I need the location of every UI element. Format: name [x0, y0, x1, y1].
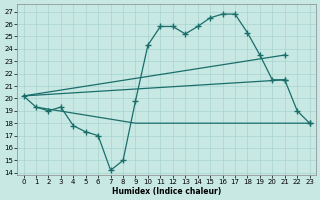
X-axis label: Humidex (Indice chaleur): Humidex (Indice chaleur) — [112, 187, 221, 196]
